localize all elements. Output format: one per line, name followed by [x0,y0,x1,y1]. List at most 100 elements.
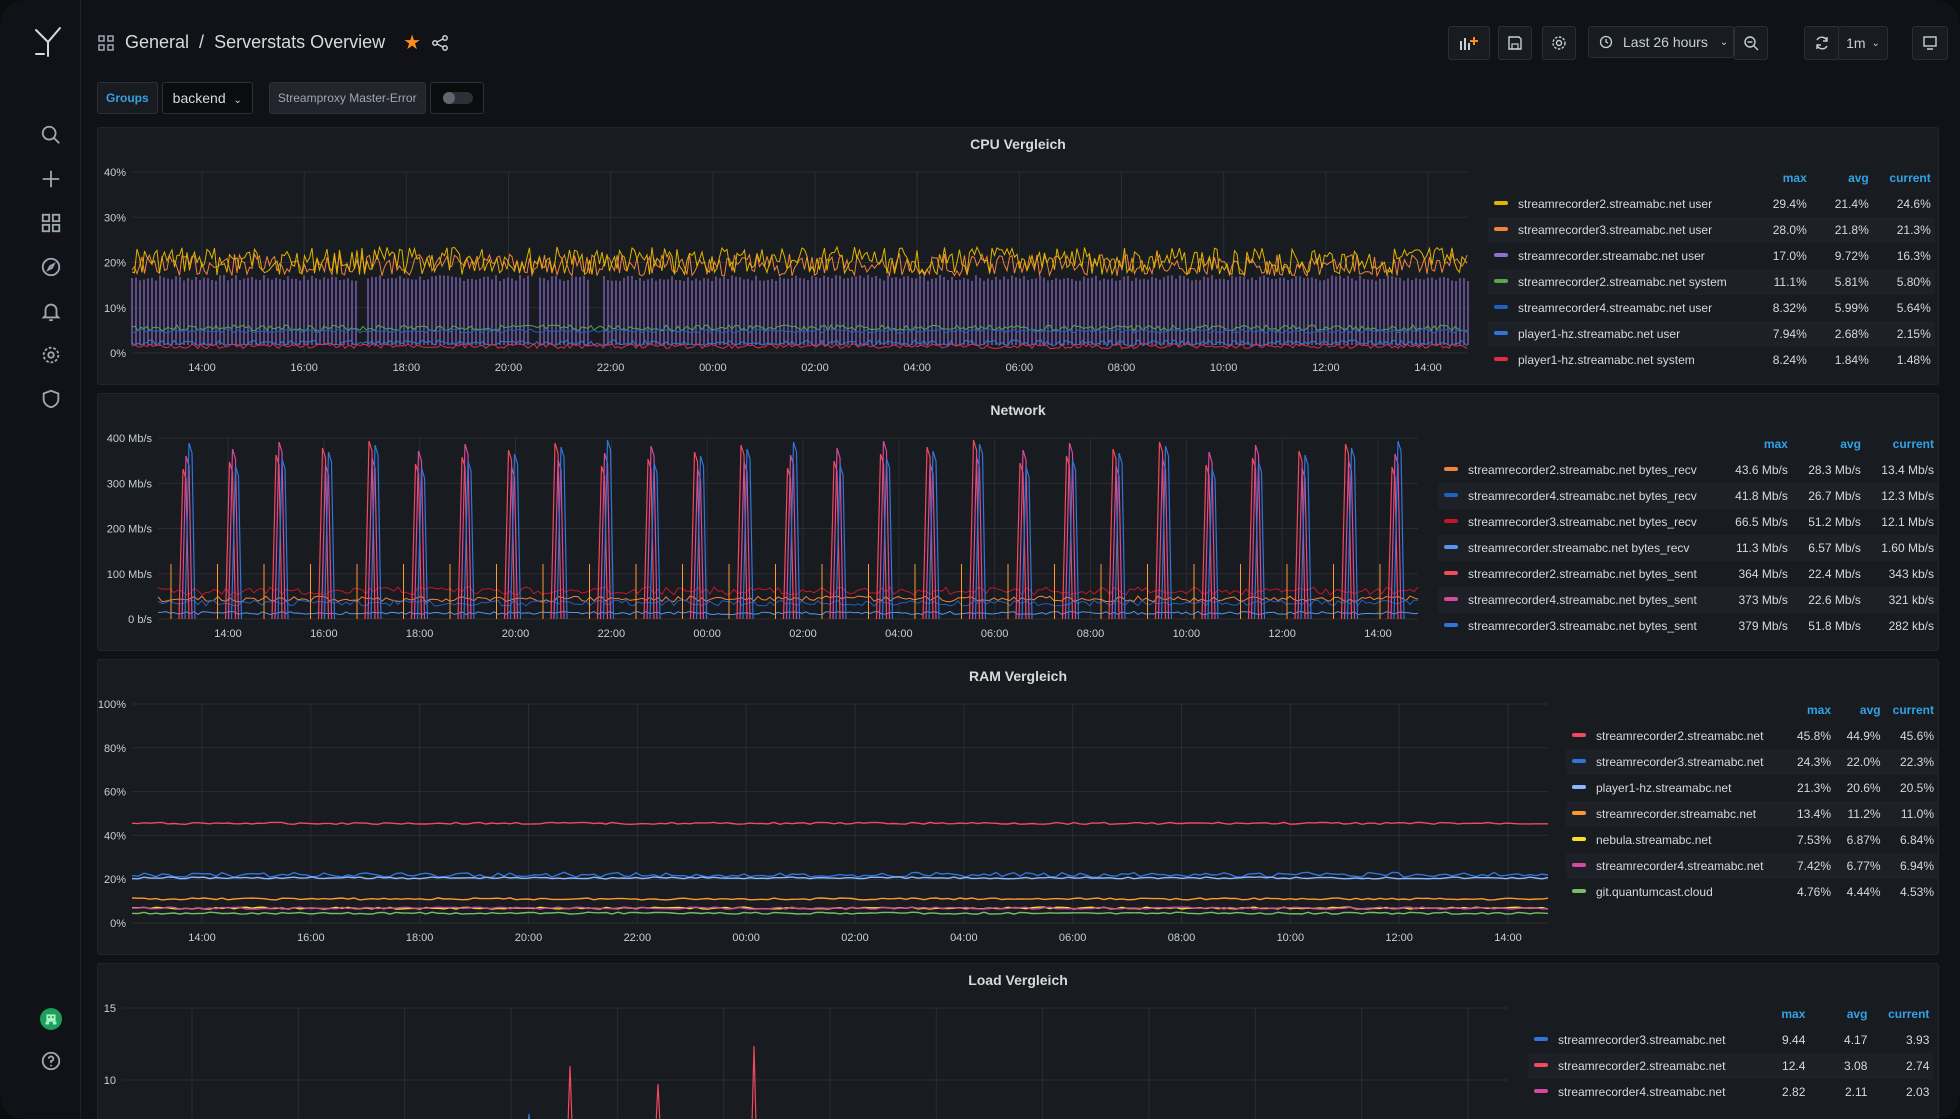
network-chart[interactable]: 400 Mb/s 300 Mb/s 200 Mb/s 100 Mb/s 0 b/s 14:… [98,394,1438,650]
legend-sort-current[interactable]: current [1888,1007,1930,1021]
cpu-chart[interactable]: 40% 30% 20% 10% 0% 14:00 16:00 18:00 20:00 22:00 0… [98,128,1478,384]
series-color-swatch[interactable] [1494,331,1508,336]
legend-row[interactable]: streamrecorder2.streamabc.net bytes_sent… [1438,561,1938,587]
series-color-swatch[interactable] [1494,201,1508,206]
panel-title[interactable]: CPU Vergleich [970,136,1066,152]
legend-row[interactable]: player1-hz.streamabc.net 21.3% 20.6% 20.5% [1566,775,1938,801]
help-icon[interactable] [34,1044,68,1078]
legend-sort-max[interactable]: max [1782,171,1807,185]
time-range-picker[interactable]: Last 26 hours ⌄ [1588,26,1734,58]
legend-row[interactable]: player1-hz.streamabc.net system 8.24% 1.84… [1488,347,1935,373]
refresh-button[interactable] [1804,26,1840,60]
series-color-swatch[interactable] [1572,759,1586,764]
series-color-swatch[interactable] [1444,623,1458,628]
series-color-swatch[interactable] [1572,811,1586,816]
legend-row[interactable]: streamrecorder4.streamabc.net bytes_recv… [1438,483,1938,509]
legend-sort-max[interactable]: max [1763,437,1788,451]
legend-row[interactable]: nebula.streamabc.net 7.53% 6.87% 6.84% [1566,827,1938,853]
create-plus-icon[interactable] [34,162,68,196]
legend-sort-avg[interactable]: avg [1840,437,1861,451]
cycle-view-mode-button[interactable] [1912,26,1948,60]
streamproxy-toggle-switch[interactable] [429,82,484,114]
ram-chart[interactable]: 100% 80% 60% 40% 20% 0% 14:00 16:00 18:00 20:00 22… [98,660,1558,954]
series-color-swatch[interactable] [1444,519,1458,524]
legend-row[interactable]: streamrecorder4.streamabc.net 2.82 2.11 2.0… [1528,1079,1933,1105]
panel-title[interactable]: Network [990,402,1046,418]
y-tick-label: 20% [104,258,126,270]
y-tick-label: 10% [104,303,126,315]
legend-row[interactable]: streamrecorder4.streamabc.net bytes_sent… [1438,587,1938,613]
legend-row[interactable]: streamrecorder.streamabc.net bytes_recv 1… [1438,535,1938,561]
zoom-out-button[interactable] [1734,26,1768,60]
legend-row[interactable]: streamrecorder.streamabc.net 13.4% 11.2% 11… [1566,801,1938,827]
legend-sort-current[interactable]: current [1892,703,1934,717]
grafana-logo-icon[interactable] [30,24,66,60]
series-max: 8.24% [1772,353,1807,367]
legend-row[interactable]: streamrecorder2.streamabc.net bytes_recv… [1438,457,1938,483]
legend-row[interactable]: git.quantumcast.cloud 4.76% 4.44% 4.53% [1566,879,1938,905]
series-color-swatch[interactable] [1494,279,1508,284]
add-panel-button[interactable] [1448,26,1490,60]
series-color-swatch[interactable] [1494,357,1508,362]
legend-row[interactable]: streamrecorder3.streamabc.net user 28.0% 2… [1488,217,1935,243]
series-color-swatch[interactable] [1572,785,1586,790]
favorite-star-icon[interactable]: ★ [403,32,422,54]
legend-sort-current[interactable]: current [1889,171,1931,185]
legend-row[interactable]: streamrecorder4.streamabc.net 7.42% 6.77% 6… [1566,853,1938,879]
legend-sort-avg[interactable]: avg [1848,171,1869,185]
legend-row[interactable]: streamrecorder2.streamabc.net 45.8% 44.9% 4… [1566,723,1938,749]
dashboard-settings-button[interactable] [1542,26,1576,60]
user-avatar[interactable] [34,1002,68,1036]
legend-sort-max[interactable]: max [1806,703,1831,717]
sidebar [0,0,81,1119]
share-icon[interactable] [431,34,449,52]
series-color-swatch[interactable] [1534,1063,1548,1068]
series-color-swatch[interactable] [1444,571,1458,576]
series-color-swatch[interactable] [1444,545,1458,550]
series-color-swatch[interactable] [1494,253,1508,258]
series-line [131,906,1549,910]
series-color-swatch[interactable] [1572,837,1586,842]
series-color-swatch[interactable] [1494,227,1508,232]
series-color-swatch[interactable] [1444,467,1458,472]
save-dashboard-button[interactable] [1498,26,1532,60]
series-color-swatch[interactable] [1494,305,1508,310]
series-color-swatch[interactable] [1444,493,1458,498]
legend-row[interactable]: streamrecorder2.streamabc.net system 11.1… [1488,269,1935,295]
legend-row[interactable]: streamrecorder2.streamabc.net 12.4 3.08 2.7… [1528,1053,1934,1079]
breadcrumb: General / Serverstats Overview ★ [97,30,449,55]
legend-row[interactable]: streamrecorder.streamabc.net user 17.0% 9.… [1488,243,1935,269]
legend-sort-avg[interactable]: avg [1859,703,1881,717]
refresh-interval-picker[interactable]: 1m ⌄ [1838,26,1888,60]
server-admin-shield-icon[interactable] [34,382,68,416]
panel-title[interactable]: Load Vergleich [968,972,1068,988]
series-spike [782,467,795,620]
legend-sort-max[interactable]: max [1781,1007,1806,1021]
series-color-swatch[interactable] [1572,733,1586,738]
dashboard-title[interactable]: Serverstats Overview [214,32,386,52]
legend-row[interactable]: streamrecorder4.streamabc.net user 8.32% 5… [1488,295,1935,321]
configuration-gear-icon[interactable] [34,338,68,372]
groups-variable-select[interactable]: backend ⌄ [161,82,253,114]
series-color-swatch[interactable] [1444,597,1458,602]
legend-row[interactable]: player1-hz.streamabc.net user 7.94% 2.68% 2… [1488,321,1935,347]
legend-row[interactable]: streamrecorder3.streamabc.net bytes_recv… [1438,509,1938,535]
alerting-bell-icon[interactable] [34,294,68,328]
series-color-swatch[interactable] [1534,1089,1548,1094]
load-panel: Load Vergleich 15 10 max avg current streamr… [97,963,1939,1119]
legend-row[interactable]: streamrecorder3.streamabc.net 9.44 4.17 3.9… [1528,1027,1933,1053]
legend-sort-current[interactable]: current [1892,437,1934,451]
dashboards-grid-icon[interactable] [34,206,68,240]
breadcrumb-folder[interactable]: General [125,32,190,52]
search-icon[interactable] [34,118,68,152]
legend-row[interactable]: streamrecorder3.streamabc.net 24.3% 22.0% 2… [1566,749,1938,775]
legend-sort-avg[interactable]: avg [1846,1007,1868,1021]
legend-row[interactable]: streamrecorder3.streamabc.net bytes_sent… [1438,613,1938,639]
panel-title[interactable]: RAM Vergleich [968,668,1068,684]
series-color-swatch[interactable] [1534,1037,1548,1042]
series-color-swatch[interactable] [1572,889,1586,894]
series-color-swatch[interactable] [1572,863,1586,868]
explore-compass-icon[interactable] [34,250,68,284]
legend-row[interactable]: streamrecorder2.streamabc.net user 29.4% 2… [1488,191,1935,217]
